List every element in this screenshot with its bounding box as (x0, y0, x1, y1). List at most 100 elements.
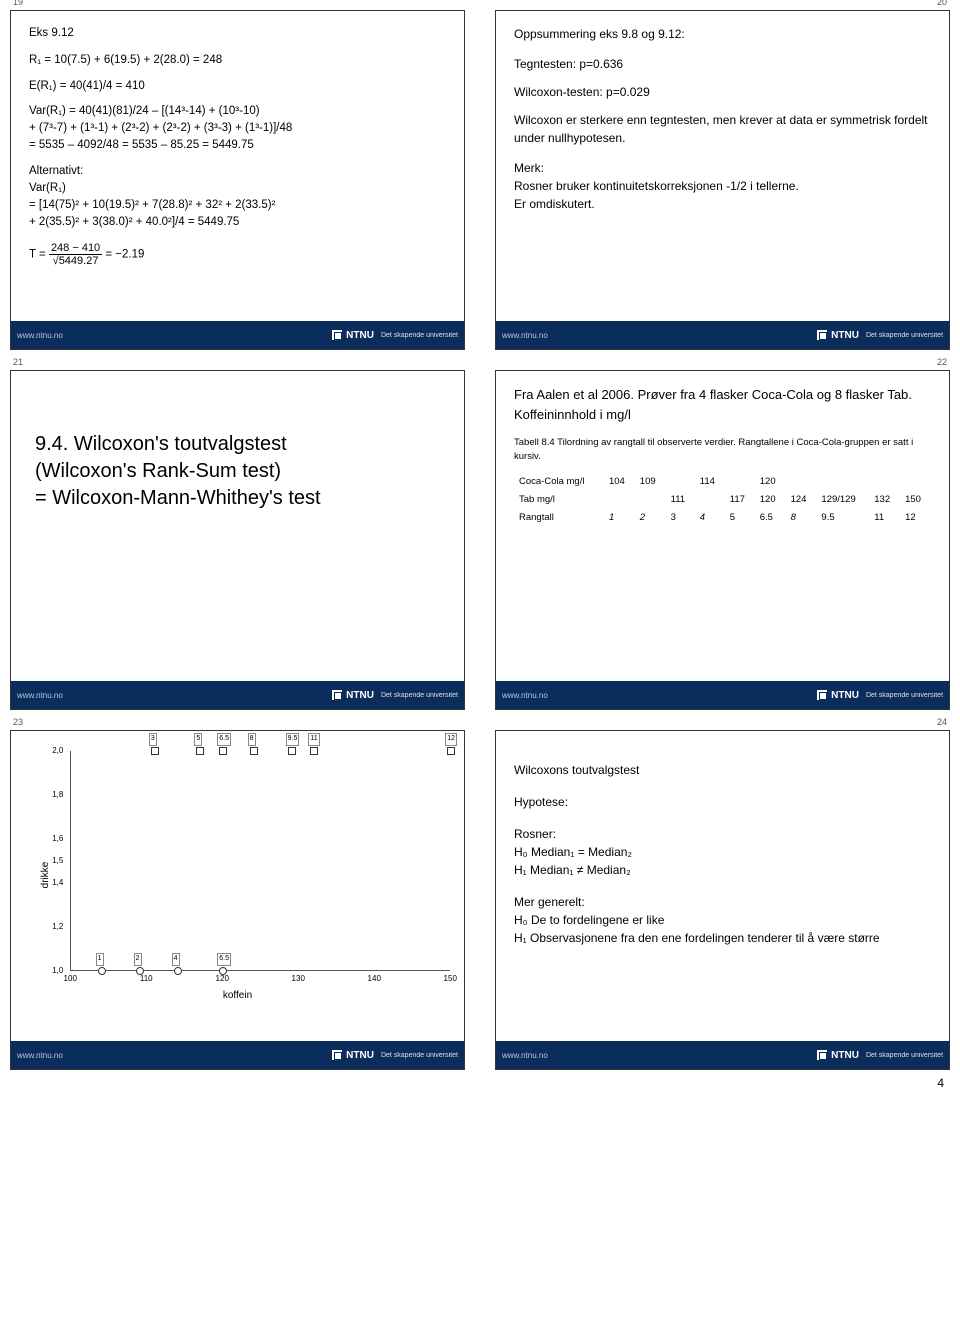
ntnu-logo: NTNU Det skapende universitet (332, 1050, 458, 1061)
slide-content: 356.589.511121246.5 drikke koffein 10011… (11, 731, 464, 1041)
text: Er omdiskutert. (514, 195, 931, 213)
table-cell: 104 (604, 473, 635, 491)
x-tick: 110 (140, 973, 153, 985)
logo-icon (817, 1050, 827, 1060)
slide-footer: www.ntnu.no NTNU Det skapende universite… (11, 321, 464, 349)
table-cell: Coca-Cola mg/l (514, 473, 604, 491)
slide-23: 23 356.589.511121246.5 drikke koffein 10… (10, 730, 465, 1070)
table-cell: 129/129 (816, 491, 869, 509)
table-cell: Tab mg/l (514, 491, 604, 509)
chart-point-label: 6.5 (217, 733, 231, 746)
table-cell: 150 (900, 491, 931, 509)
table-cell: 114 (695, 473, 725, 491)
chart-point (151, 747, 159, 755)
text: H₀ Median₁ = Median₂ (514, 843, 931, 861)
chart-point (288, 747, 296, 755)
slide-content: Fra Aalen et al 2006. Prøver fra 4 flask… (496, 371, 949, 681)
y-tick: 1,6 (52, 833, 63, 845)
slide-content: 9.4. Wilcoxon's toutvalgstest (Wilcoxon'… (11, 371, 464, 681)
x-tick: 150 (444, 973, 457, 985)
text: H₁ Observasjonene fra den ene fordelinge… (514, 929, 931, 947)
data-table: Coca-Cola mg/l104109 114 120 Tab mg/l 111 117… (514, 473, 931, 528)
plot-area: 356.589.511121246.5 (70, 751, 450, 971)
table-cell: 124 (786, 491, 817, 509)
table-cell: 120 (755, 473, 786, 491)
chart-point-label: 8 (248, 733, 256, 746)
table-cell (635, 491, 666, 509)
text: Rosner: (514, 825, 931, 843)
chart-point-label: 2 (134, 953, 142, 966)
table-cell (869, 473, 900, 491)
scatter-chart: 356.589.511121246.5 drikke koffein 10011… (30, 745, 445, 1005)
footer-url: www.ntnu.no (17, 331, 63, 340)
page-number: 4 (10, 1070, 950, 1090)
text: E(R₁) = 40(41)/4 = 410 (29, 78, 446, 95)
chart-point-label: 12 (445, 733, 457, 746)
slide-20: 20 Oppsummering eks 9.8 og 9.12: Tegntes… (495, 10, 950, 350)
slide-footer: www.ntnu.no NTNU Det skapende universite… (496, 321, 949, 349)
heading: Wilcoxons toutvalgstest (514, 761, 931, 779)
slide-content: Eks 9.12 R₁ = 10(7.5) + 6(19.5) + 2(28.0… (11, 11, 464, 321)
table-cell: 111 (666, 491, 695, 509)
text: R₁ = 10(7.5) + 6(19.5) + 2(28.0) = 248 (29, 52, 446, 69)
x-axis-label: koffein (223, 988, 252, 1003)
slide-footer: www.ntnu.no NTNU Det skapende universite… (11, 681, 464, 709)
table-cell: 117 (725, 491, 755, 509)
y-tick: 1,8 (52, 789, 63, 801)
table-cell (816, 473, 869, 491)
slide-22: 22 Fra Aalen et al 2006. Prøver fra 4 fl… (495, 370, 950, 710)
table-cell: 12 (900, 509, 931, 527)
table-cell (666, 473, 695, 491)
table-cell: 9.5 (816, 509, 869, 527)
footer-url: www.ntnu.no (502, 691, 548, 700)
chart-point (447, 747, 455, 755)
logo-icon (332, 690, 342, 700)
slide-number: 23 (13, 717, 23, 727)
footer-url: www.ntnu.no (17, 1051, 63, 1060)
text: Wilcoxon er sterkere enn tegntesten, men… (514, 111, 931, 147)
slide-number: 24 (937, 717, 947, 727)
table-cell: 4 (695, 509, 725, 527)
slide-21: 21 9.4. Wilcoxon's toutvalgstest (Wilcox… (10, 370, 465, 710)
chart-point-label: 6.5 (217, 953, 231, 966)
formula: T = 248 − 410 √5449.27 = −2.19 (29, 242, 446, 267)
table-cell: 109 (635, 473, 666, 491)
text: H₀ De to fordelingene er like (514, 911, 931, 929)
intro: Fra Aalen et al 2006. Prøver fra 4 flask… (514, 385, 931, 424)
table-cell: 2 (635, 509, 666, 527)
slide-content: Oppsummering eks 9.8 og 9.12: Tegntesten… (496, 11, 949, 321)
text: Merk: (514, 159, 931, 177)
chart-point-label: 4 (172, 953, 180, 966)
table-cell: 132 (869, 491, 900, 509)
table-cell: 120 (755, 491, 786, 509)
slide-content: Wilcoxons toutvalgstest Hypotese: Rosner… (496, 731, 949, 1041)
chart-point-label: 11 (308, 733, 319, 746)
slide-footer: www.ntnu.no NTNU Det skapende universite… (496, 1041, 949, 1069)
footer-url: www.ntnu.no (17, 691, 63, 700)
footer-url: www.ntnu.no (502, 331, 548, 340)
slide-number: 19 (13, 0, 23, 7)
chart-point-label: 1 (96, 953, 104, 966)
logo-icon (332, 1050, 342, 1060)
logo-icon (817, 690, 827, 700)
slide-24: 24 Wilcoxons toutvalgstest Hypotese: Ros… (495, 730, 950, 1070)
text: Alternativt: (29, 163, 446, 180)
ntnu-logo: NTNU Det skapende universitet (332, 690, 458, 701)
footer-url: www.ntnu.no (502, 1051, 548, 1060)
table-cell: 3 (666, 509, 695, 527)
table-cell: 6.5 (755, 509, 786, 527)
text: Tegntesten: p=0.636 (514, 55, 931, 73)
slide-footer: www.ntnu.no NTNU Det skapende universite… (11, 1041, 464, 1069)
text: (Wilcoxon's Rank-Sum test) (35, 458, 440, 485)
slide-number: 20 (937, 0, 947, 7)
chart-point (219, 747, 227, 755)
y-axis-label: drikke (38, 862, 53, 889)
chart-point (196, 747, 204, 755)
ntnu-logo: NTNU Det skapende universitet (817, 330, 943, 341)
text: = [14(75)² + 10(19.5)² + 7(28.8)² + 32² … (29, 197, 446, 214)
y-tick: 1,4 (52, 877, 63, 889)
chart-point (250, 747, 258, 755)
text: Mer generelt: (514, 893, 931, 911)
table-cell: 8 (786, 509, 817, 527)
text: Var(R₁) = 40(41)(81)/24 – [(14³-14) + (1… (29, 103, 446, 120)
